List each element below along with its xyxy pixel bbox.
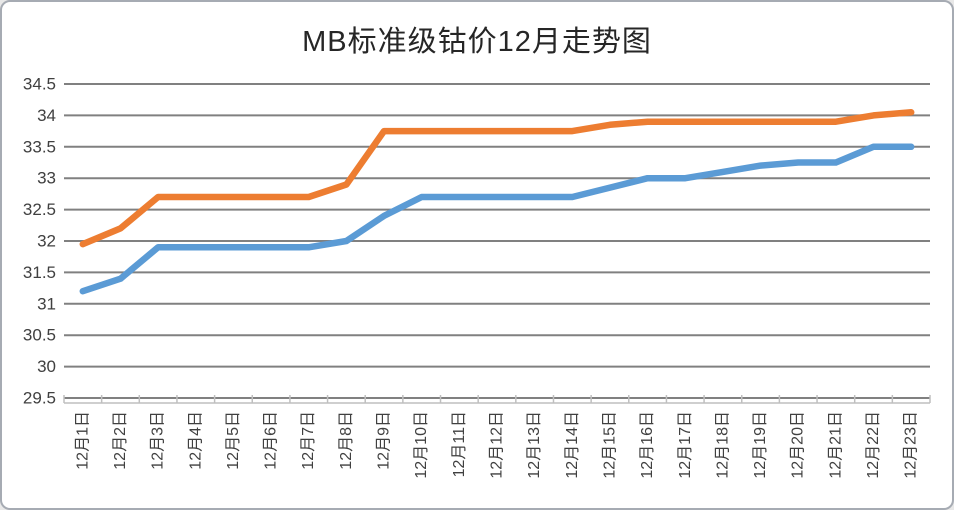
x-axis-tick-label: 12月12日	[489, 411, 506, 479]
x-axis-tick-label: 12月2日	[112, 411, 129, 470]
x-axis-tick-label: 12月8日	[338, 411, 355, 470]
x-axis-tick-label: 12月21日	[827, 411, 844, 479]
x-axis-tick-label: 12月20日	[790, 411, 807, 479]
x-axis-tick-label: 12月7日	[300, 411, 317, 470]
orange-line-series	[79, 109, 915, 248]
x-axis-tick-label: 12月14日	[564, 411, 581, 479]
y-axis-tick-label: 34	[37, 106, 56, 125]
x-axis-tick-label: 12月5日	[225, 411, 242, 470]
x-axis-tick-label: 12月18日	[714, 411, 731, 479]
y-axis-tick-label: 31.5	[23, 263, 56, 282]
x-axis-tick-label: 12月17日	[677, 411, 694, 479]
y-axis-tick-label: 31	[37, 294, 56, 313]
y-axis-tick-label: 33	[37, 169, 56, 188]
blue-line-series	[79, 143, 915, 295]
y-axis-tick-label: 30	[37, 357, 56, 376]
chart-title: MB标准级钴价12月走势图	[302, 26, 652, 58]
x-axis-tick-label: 12月10日	[413, 411, 430, 479]
x-axis-tick-label: 12月15日	[601, 411, 618, 479]
x-axis-tick-label: 12月3日	[150, 411, 167, 470]
x-axis-tick-label: 12月6日	[263, 411, 280, 470]
y-axis-tick-label: 32.5	[23, 200, 56, 219]
x-axis-tick-label: 12月23日	[903, 411, 920, 479]
x-axis-tick-label: 12月11日	[451, 411, 468, 477]
y-axis-tick-label: 32	[37, 232, 56, 251]
x-axis-tick-label: 12月19日	[752, 411, 769, 479]
x-axis-tick-label: 12月1日	[74, 411, 91, 470]
y-axis-tick-label: 33.5	[23, 137, 56, 156]
x-axis-tick-label: 12月9日	[376, 411, 393, 470]
y-axis-tick-label: 29.5	[23, 389, 56, 408]
y-axis-tick-label: 34.5	[23, 75, 56, 94]
x-axis-tick-label: 12月16日	[639, 411, 656, 479]
y-axis-tick-label: 30.5	[23, 326, 56, 345]
x-axis-tick-label: 12月22日	[865, 411, 882, 479]
x-axis-tick-label: 12月4日	[187, 411, 204, 470]
x-axis-tick-label: 12月13日	[526, 411, 543, 479]
